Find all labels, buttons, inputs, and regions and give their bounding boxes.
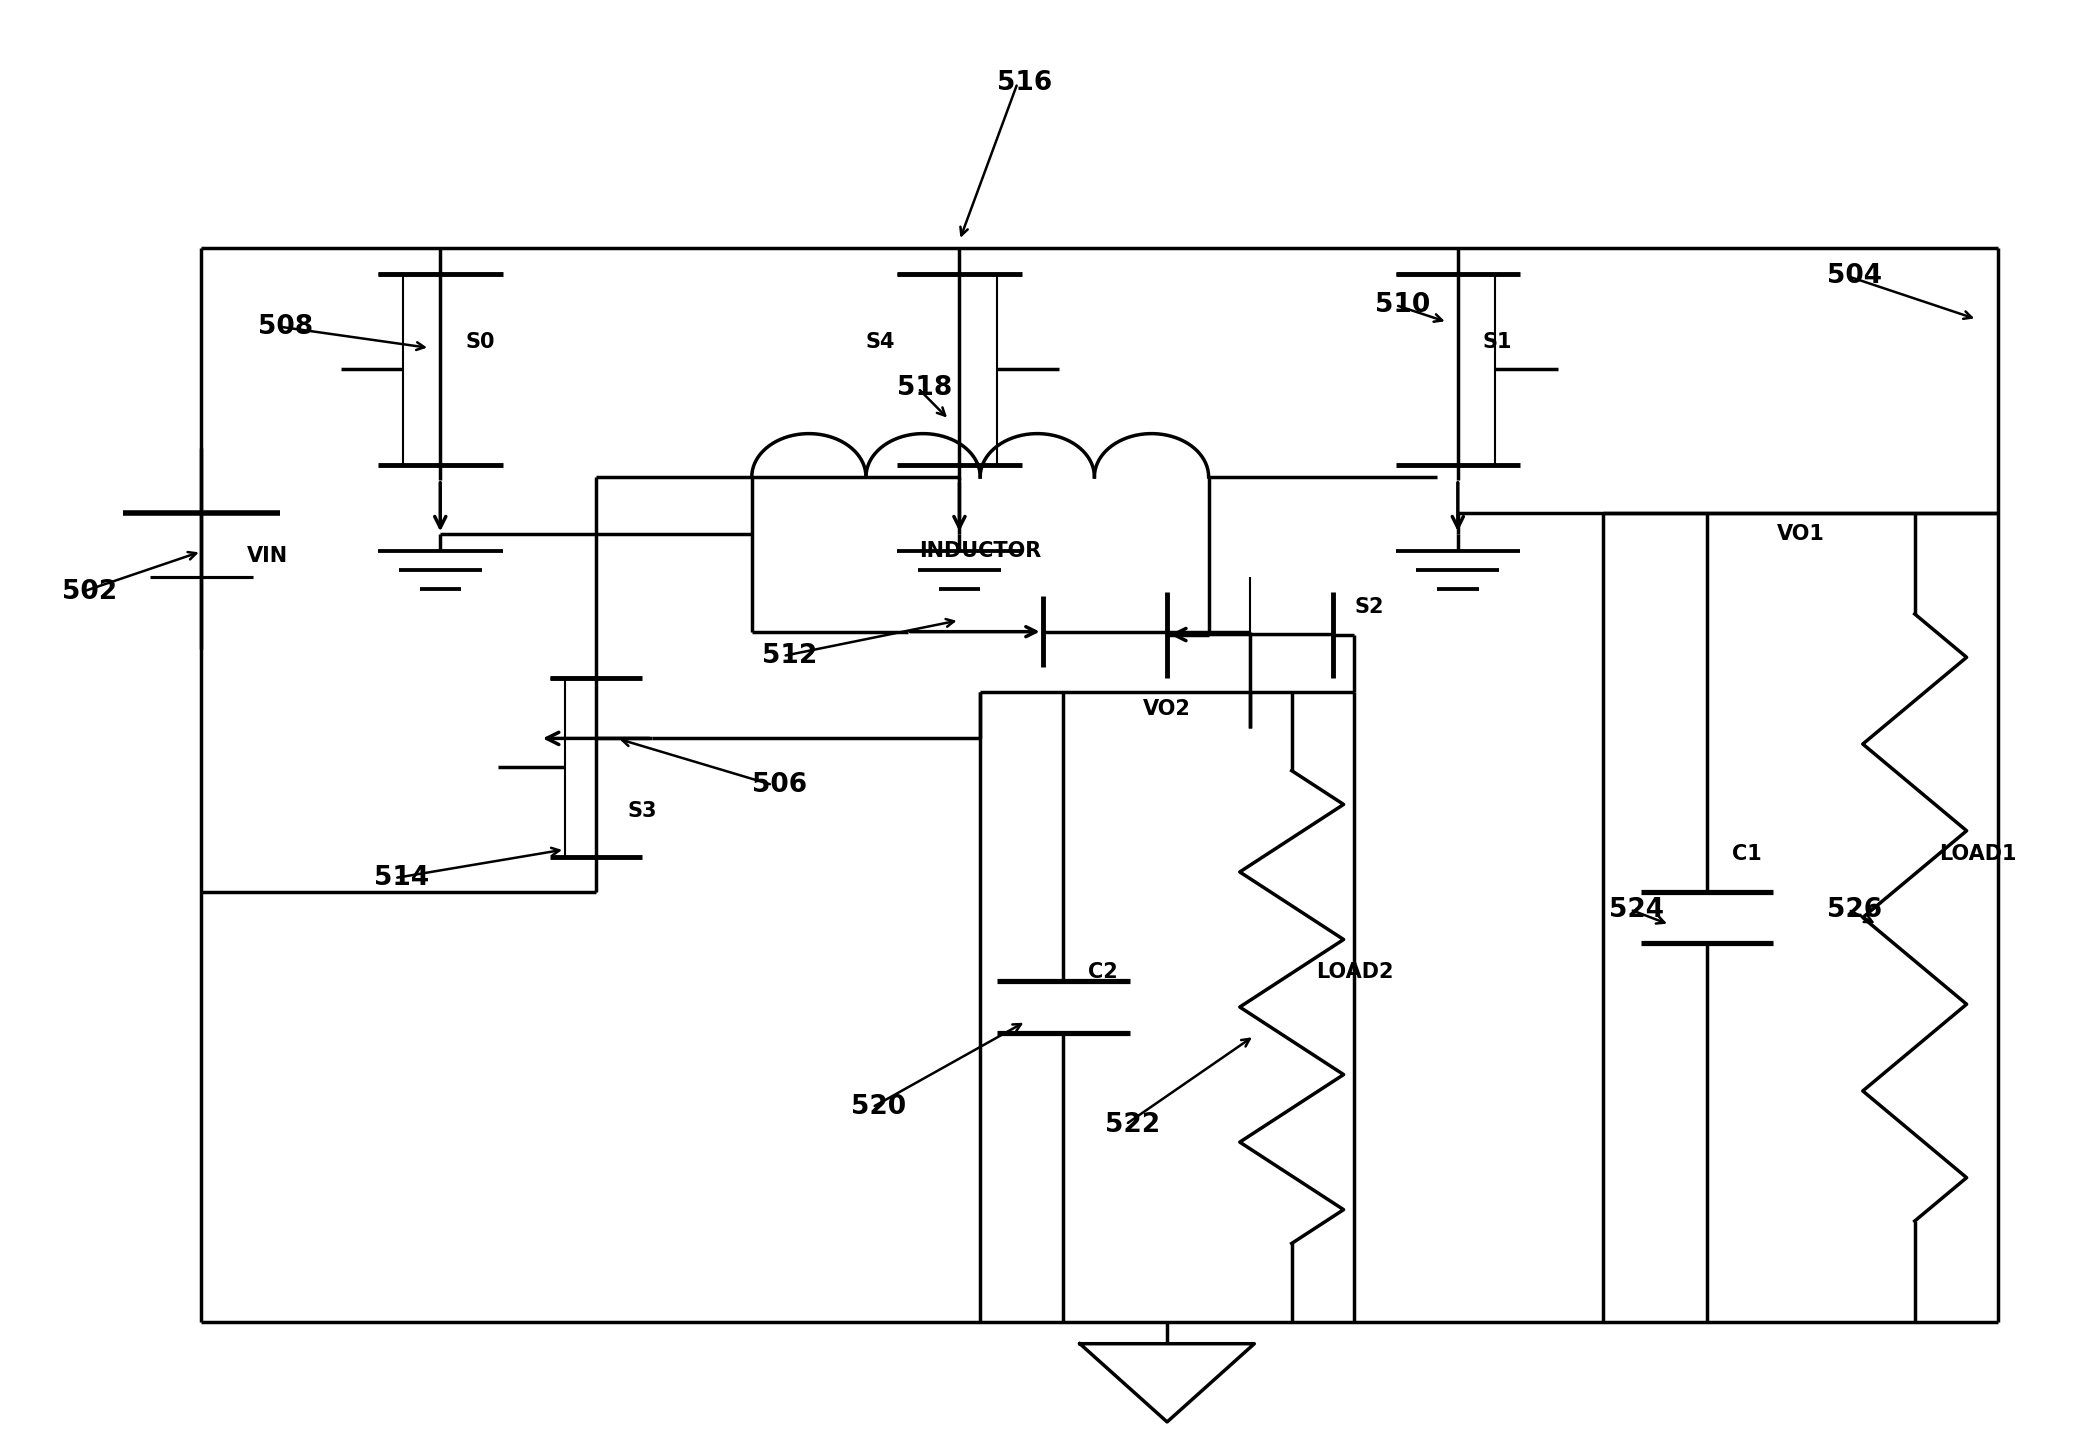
Text: 518: 518 [897, 375, 953, 401]
Text: LOAD2: LOAD2 [1316, 963, 1395, 983]
Text: VIN: VIN [248, 546, 288, 566]
Text: C1: C1 [1733, 844, 1762, 865]
Text: 516: 516 [997, 71, 1053, 97]
Text: 524: 524 [1610, 896, 1664, 922]
Text: S1: S1 [1482, 331, 1512, 352]
Text: S0: S0 [465, 331, 494, 352]
Text: 506: 506 [753, 772, 807, 798]
Text: S4: S4 [865, 331, 894, 352]
Polygon shape [1080, 1343, 1255, 1422]
Text: S3: S3 [628, 801, 657, 821]
Text: 514: 514 [373, 865, 430, 891]
Text: 502: 502 [63, 578, 117, 605]
Text: S2: S2 [1353, 597, 1384, 617]
Text: 512: 512 [763, 643, 817, 669]
Text: 508: 508 [259, 314, 313, 340]
Text: 504: 504 [1826, 264, 1883, 290]
Text: 510: 510 [1374, 293, 1430, 318]
Text: 520: 520 [851, 1094, 907, 1120]
Text: VO1: VO1 [1776, 525, 1824, 545]
Text: C2: C2 [1088, 963, 1118, 983]
Text: VO2: VO2 [1143, 699, 1191, 719]
Text: 526: 526 [1826, 896, 1883, 922]
Text: LOAD1: LOAD1 [1939, 844, 2016, 865]
Text: INDUCTOR: INDUCTOR [919, 542, 1040, 562]
Text: 522: 522 [1105, 1111, 1159, 1137]
